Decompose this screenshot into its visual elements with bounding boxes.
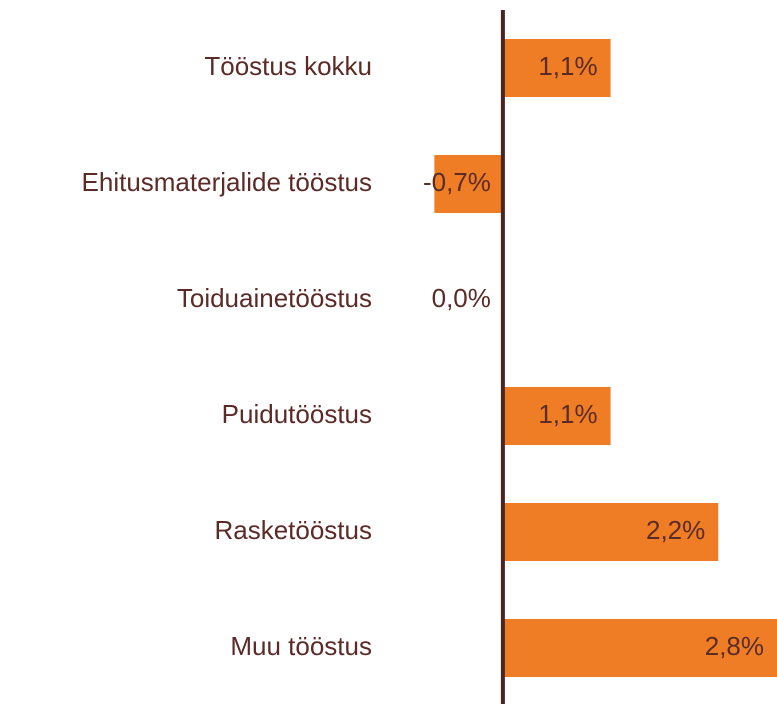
value-label: 1,1%	[538, 51, 597, 81]
bar	[502, 619, 777, 677]
category-label: Puidutööstus	[222, 399, 372, 429]
category-label: Ehitusmaterjalide tööstus	[82, 167, 372, 197]
bar	[502, 503, 719, 561]
category-label: Muu tööstus	[230, 631, 372, 661]
bar	[502, 39, 611, 97]
value-label: 2,8%	[705, 631, 764, 661]
category-label: Tööstus kokku	[204, 51, 372, 81]
category-label: Toiduainetööstus	[177, 283, 372, 313]
value-label: -0,7%	[423, 167, 491, 197]
value-label: 0,0%	[432, 283, 491, 313]
value-label: 1,1%	[538, 399, 597, 429]
category-label: Rasketööstus	[214, 515, 372, 545]
bar	[502, 387, 611, 445]
value-label: 2,2%	[646, 515, 705, 545]
bar	[434, 155, 503, 213]
